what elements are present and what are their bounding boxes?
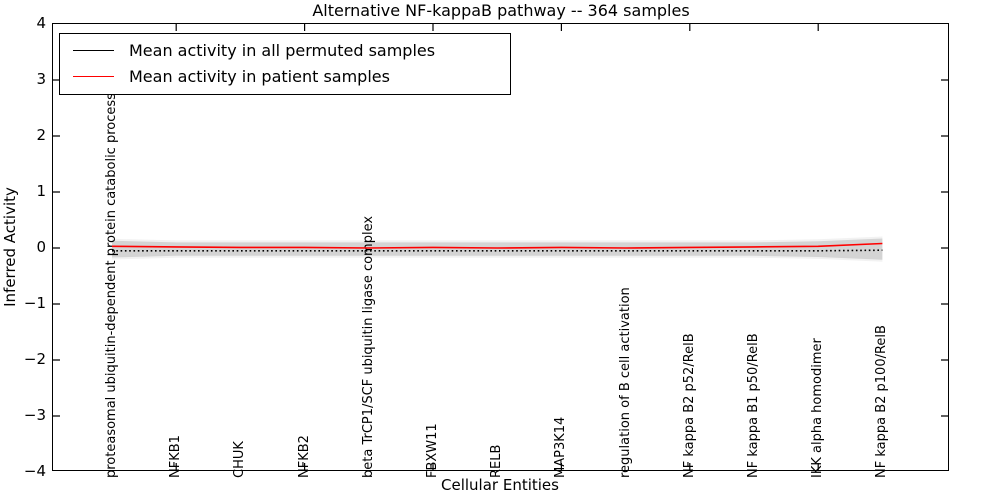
confidence-band-halo (112, 236, 883, 262)
legend-item-permuted: Mean activity in all permuted samples (60, 37, 510, 63)
plot-canvas (53, 24, 948, 470)
legend-line-sample-patient (73, 75, 114, 77)
legend-line-sample-permuted (73, 49, 114, 51)
chart-title: Alternative NF-kappaB pathway -- 364 sam… (312, 1, 690, 20)
legend: Mean activity in all permuted samples Me… (59, 33, 511, 95)
legend-label: Mean activity in patient samples (129, 66, 390, 86)
confidence-band (112, 238, 883, 260)
axis-ticks (53, 24, 948, 470)
x-axis-label: Cellular Entities (441, 476, 559, 494)
y-tick-label: 4 (36, 14, 46, 32)
y-tick-label: −2 (23, 350, 46, 368)
series-line-patient (111, 242, 883, 249)
y-tick-label: −3 (23, 406, 46, 424)
series-line-permuted (112, 249, 883, 252)
y-tick-label: 2 (36, 126, 46, 144)
y-tick-label: 1 (36, 182, 46, 200)
y-tick-label: 3 (36, 70, 46, 88)
y-tick-label: −1 (23, 294, 46, 312)
plot-area: proteasomal ubiquitin-dependent protein … (52, 23, 949, 478)
y-tick-label: 0 (36, 238, 46, 256)
y-tick-label: −4 (23, 462, 46, 480)
legend-item-patient: Mean activity in patient samples (60, 63, 510, 89)
legend-label: Mean activity in all permuted samples (129, 40, 436, 60)
